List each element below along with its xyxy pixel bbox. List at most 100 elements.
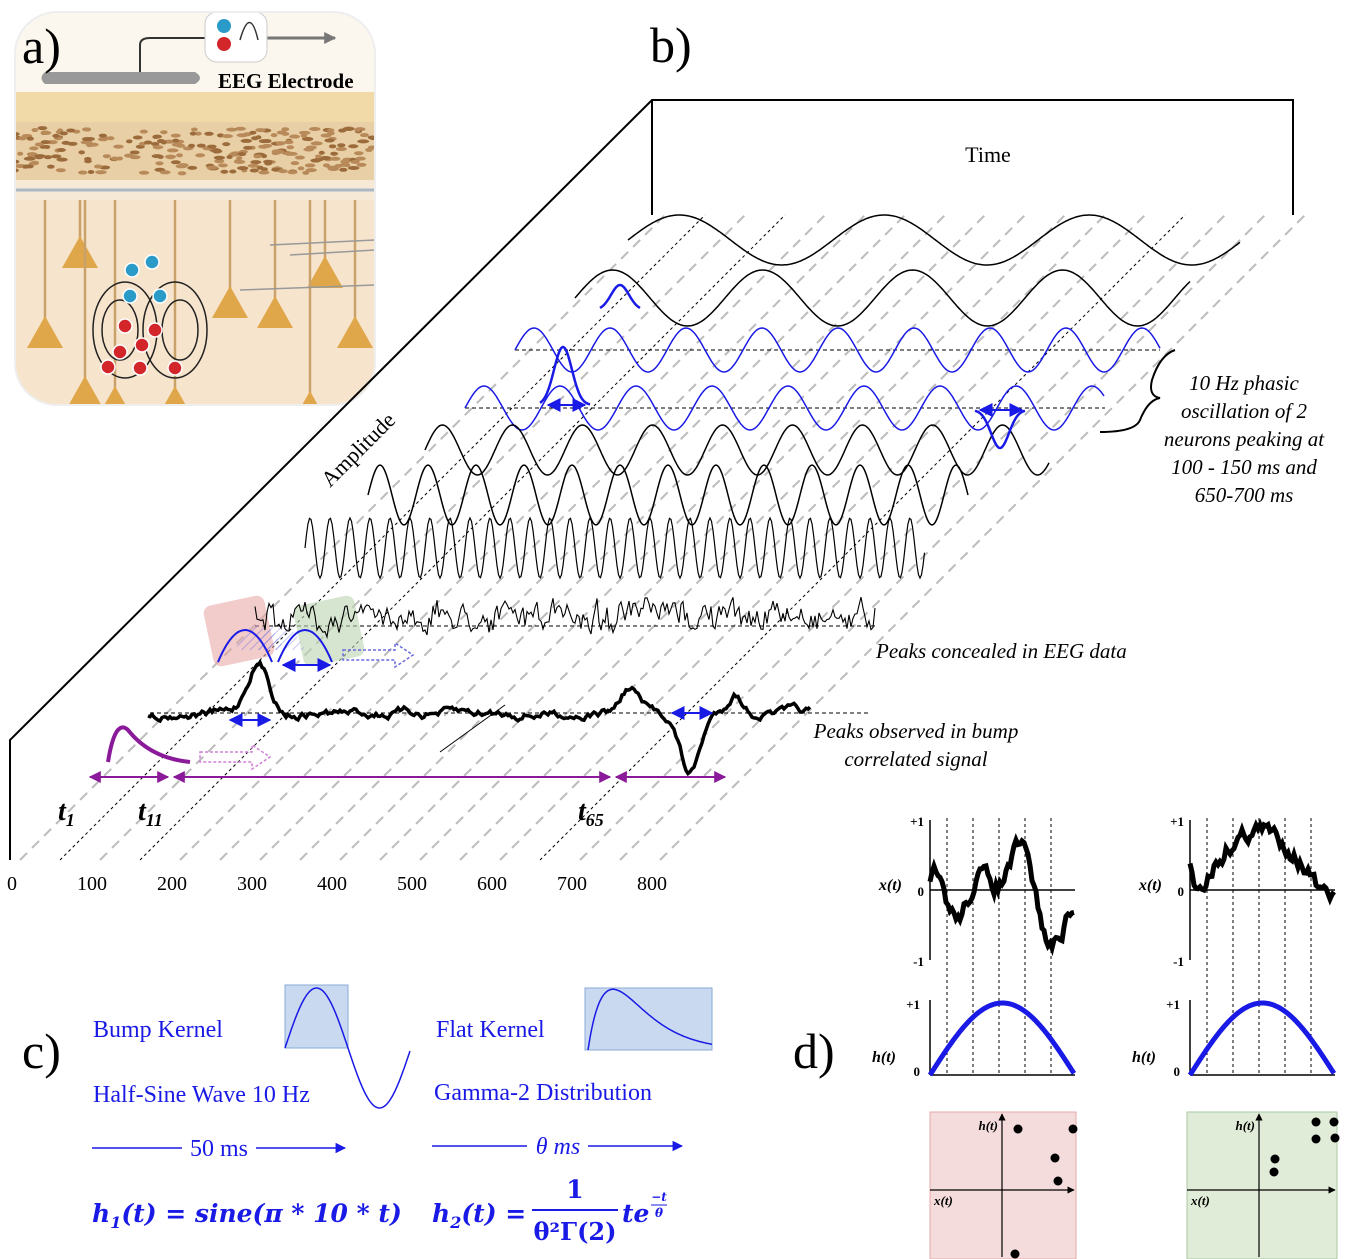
- skull-grain: [355, 157, 365, 161]
- skull-grain: [263, 139, 272, 143]
- time-tick: 100: [77, 873, 107, 895]
- skull-grain: [51, 154, 61, 158]
- skull-grain: [243, 146, 252, 150]
- figure: EEG Electrode a) b) Time Amplitude 10 Hz…: [0, 0, 1348, 1259]
- skull-grain: [330, 157, 340, 161]
- skull-grain: [303, 147, 314, 151]
- gamma-kernel: [108, 727, 190, 762]
- skull-grain: [32, 128, 39, 132]
- skull-grain: [327, 128, 335, 132]
- scatter-dot: [1271, 1155, 1280, 1164]
- kernel-description: Gamma-2 Distribution: [434, 1080, 652, 1106]
- time-marker: t11: [138, 796, 163, 830]
- time-guide: [500, 215, 1145, 860]
- skull-grain: [287, 145, 294, 149]
- skull-grain: [324, 138, 334, 142]
- skull-grain: [195, 153, 205, 157]
- skull-grain: [153, 145, 164, 149]
- skull-grain: [57, 148, 66, 152]
- skull-grain: [95, 170, 107, 174]
- skull-grain: [309, 127, 320, 131]
- skull-grain: [262, 144, 272, 148]
- bump: [975, 411, 1025, 448]
- formula-part: h: [432, 1199, 450, 1228]
- skull-grain: [171, 160, 181, 164]
- skull-grain: [214, 159, 224, 163]
- skull-grain: [155, 161, 163, 165]
- skull-grain: [88, 170, 95, 174]
- correlation-panels: d) +10-1x(t)+10h(t)h(t)x(t)+10-1x(t)+10h…: [793, 814, 1340, 1259]
- skull-grain: [152, 135, 158, 139]
- skull-grain: [368, 135, 378, 139]
- skull-grain: [238, 152, 247, 156]
- skull-grain: [66, 128, 75, 132]
- tick-label: 0: [918, 884, 925, 899]
- skull-grain: [258, 171, 269, 175]
- skull-grain: [237, 133, 249, 137]
- skull-grain: [264, 161, 272, 165]
- skull-grain: [191, 128, 198, 132]
- scatter-dot: [1330, 1118, 1339, 1127]
- skull-grain: [18, 136, 27, 140]
- skull-grain: [78, 171, 87, 175]
- scatter-dot: [1014, 1125, 1023, 1134]
- time-tick: 400: [317, 873, 347, 895]
- panel-label: b): [650, 17, 692, 73]
- scatter-dot: [1312, 1118, 1321, 1127]
- skull-grain: [310, 159, 321, 163]
- skull-grain: [29, 146, 38, 150]
- numerator: 1: [566, 1175, 583, 1204]
- skull-grain: [178, 171, 187, 175]
- skull-grain: [87, 143, 98, 147]
- formula-part: h: [92, 1199, 110, 1228]
- skull-grain: [250, 169, 259, 173]
- skull-grain: [348, 144, 358, 148]
- skull-grain: [190, 132, 196, 136]
- note-line: oscillation of 2: [1181, 399, 1308, 423]
- skull-grain: [249, 131, 256, 135]
- x-trace: [1190, 825, 1334, 899]
- marker-sub: 1: [66, 810, 75, 830]
- skull-grain: [129, 155, 140, 159]
- observed-note: correlated signal: [844, 747, 987, 771]
- skull-grain: [187, 166, 197, 170]
- brace-line: [1100, 350, 1175, 432]
- skull-grain: [207, 145, 217, 149]
- charge: [123, 289, 137, 303]
- time-marker: t65: [578, 796, 604, 830]
- skull-grain: [348, 166, 360, 170]
- scalp-layer: [15, 92, 375, 122]
- skull-grain: [291, 161, 300, 165]
- scatter-dot: [1069, 1125, 1078, 1134]
- charge: [113, 345, 127, 359]
- skull-grain: [44, 145, 50, 149]
- theta: θ ms: [536, 1134, 580, 1160]
- oscillation-note: 10 Hz phasicoscillation of 2neurons peak…: [1164, 371, 1325, 507]
- skull-grain: [340, 160, 350, 164]
- skull-grain: [218, 163, 228, 167]
- scatter-dot: [1331, 1134, 1340, 1143]
- skull-grain: [276, 141, 286, 145]
- skull-grain: [152, 154, 163, 158]
- kernel-trace: [1190, 1003, 1334, 1075]
- skull-grain: [305, 163, 316, 167]
- scatter-bg: [930, 1112, 1076, 1259]
- skull-grain: [335, 164, 343, 168]
- skull-grain: [82, 137, 91, 141]
- skull-grain: [237, 166, 249, 170]
- scatter-bg: [1187, 1112, 1337, 1259]
- skull-grain: [287, 152, 298, 156]
- skull-grain: [117, 156, 123, 160]
- skull-grain: [323, 163, 330, 167]
- skull-grain: [160, 130, 167, 134]
- scatter-dot: [1054, 1177, 1063, 1186]
- electrode: [42, 72, 201, 84]
- wave: [465, 386, 1104, 430]
- note-line: neurons peaking at: [1164, 427, 1325, 451]
- skull-grain: [222, 142, 230, 146]
- skull-grain: [319, 151, 325, 155]
- bump-kernel-box: [285, 985, 348, 1048]
- time-tick: 300: [237, 873, 267, 895]
- tick-label: +1: [1170, 814, 1184, 829]
